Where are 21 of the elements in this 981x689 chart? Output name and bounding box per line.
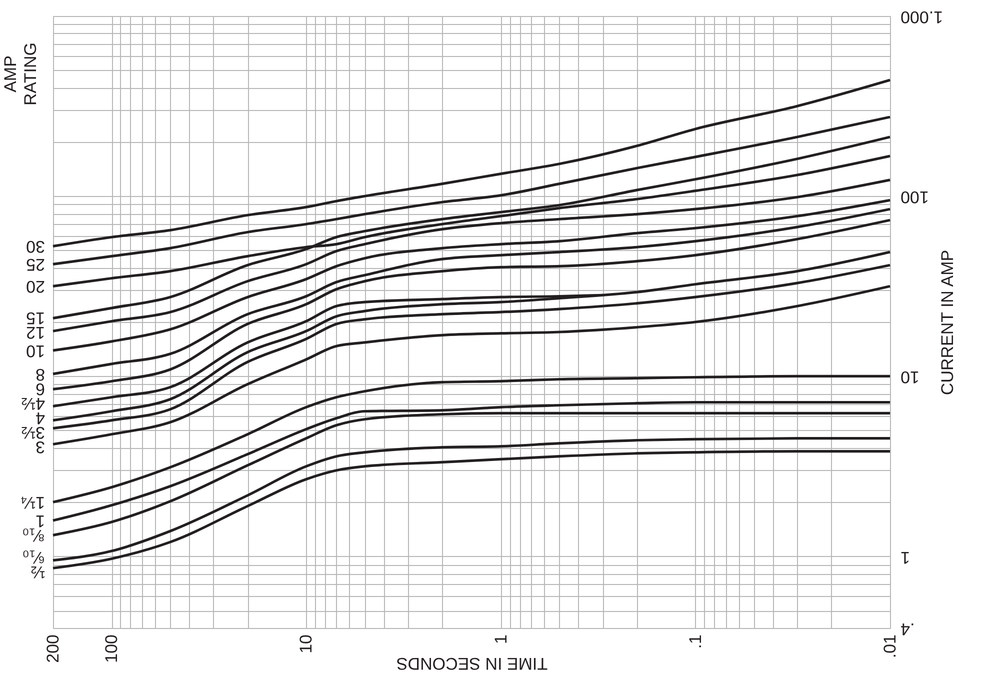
x-tick-label: 200 <box>44 634 62 663</box>
x-tick-label: 10 <box>296 634 316 654</box>
y-tick-label: .4 <box>900 620 915 638</box>
series-label: 30 <box>26 237 45 256</box>
series-label: 15 <box>26 308 45 328</box>
x-tick-label: .1 <box>686 634 705 649</box>
series-label: 10 <box>26 341 45 360</box>
series-label: 25 <box>26 255 45 274</box>
legend-title: AMP RATING <box>1 42 40 106</box>
y-tick-label: 1 <box>900 548 910 567</box>
y-axis-title: CURRENT IN AMP <box>938 250 958 396</box>
series-label: 20 <box>26 277 45 296</box>
series-label: ⁶⁄₁₀ <box>22 548 45 567</box>
series-label: 1¼ <box>20 493 45 512</box>
x-tick-label: 100 <box>102 634 122 663</box>
x-tick-label: .01 <box>880 634 900 658</box>
y-tick-label: 10 <box>900 368 920 387</box>
y-tick-label: 100 <box>900 188 929 207</box>
x-axis-title: TIME IN SECONDS <box>396 654 548 673</box>
y-tick-label: 1.000 <box>900 8 944 26</box>
x-tick-label: 1 <box>491 634 510 644</box>
